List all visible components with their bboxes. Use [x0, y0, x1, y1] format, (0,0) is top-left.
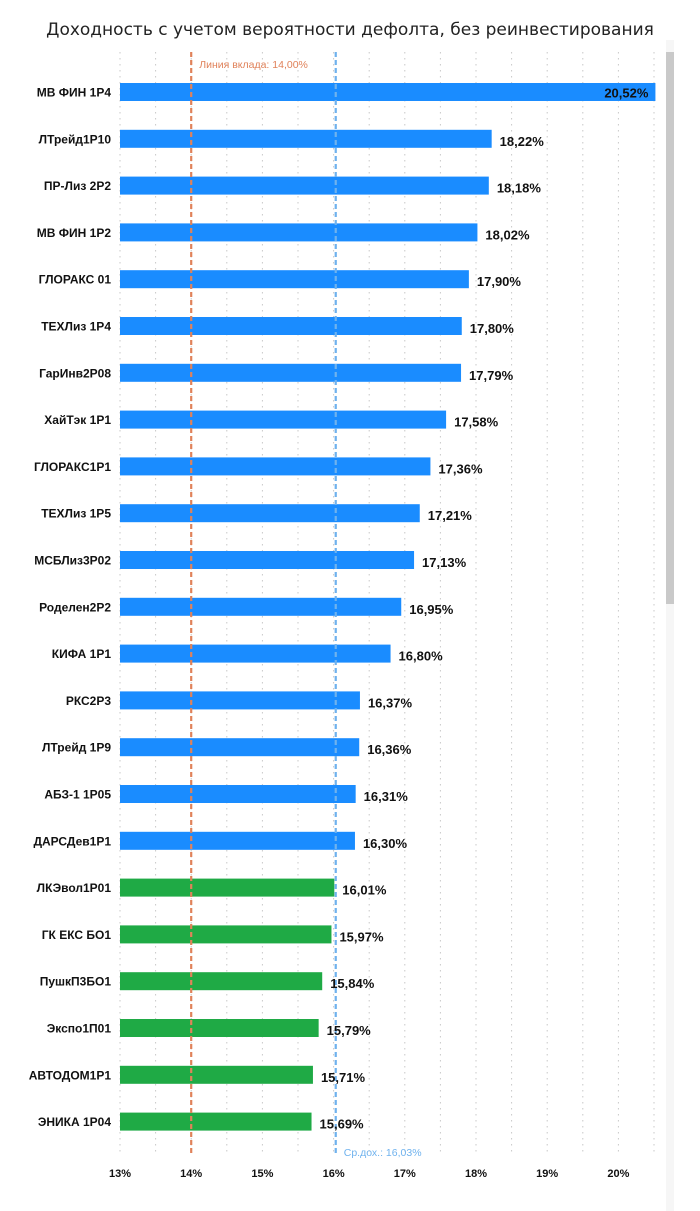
x-tick-label: 13%	[109, 1168, 131, 1180]
bar	[120, 551, 415, 569]
bar	[120, 644, 391, 663]
category-label: ПР-Лиз 2Р2	[44, 179, 111, 193]
category-label: ТЕХЛиз 1Р5	[41, 507, 111, 521]
category-label: МВ ФИН 1Р2	[37, 226, 112, 240]
category-label: ЭНИКА 1Р04	[38, 1115, 112, 1129]
bar	[120, 878, 335, 897]
x-tick-label: 20%	[607, 1168, 629, 1180]
scrollbar-thumb[interactable]	[666, 52, 674, 604]
value-label: 16,30%	[363, 836, 408, 851]
category-label: ПушкП3БО1	[40, 975, 112, 989]
x-tick-label: 17%	[394, 1168, 416, 1180]
value-label: 18,02%	[485, 227, 530, 242]
value-label: 15,97%	[339, 929, 384, 944]
value-label: 15,84%	[330, 976, 375, 991]
bar	[120, 831, 355, 850]
value-label: 18,22%	[500, 134, 545, 149]
scrollbar-track[interactable]	[666, 40, 674, 1211]
bar	[120, 1019, 319, 1037]
category-label: КИФА 1Р1	[52, 647, 112, 661]
bar	[120, 691, 360, 710]
bars	[120, 83, 656, 1131]
bar	[120, 972, 323, 991]
value-label: 17,21%	[428, 508, 473, 523]
category-label: АБЗ-1 1Р05	[44, 788, 111, 802]
value-label: 17,13%	[422, 555, 467, 570]
bar	[120, 785, 356, 803]
value-label: 18,18%	[497, 181, 542, 196]
bar	[120, 1065, 313, 1084]
bar	[120, 270, 469, 289]
bar	[120, 457, 431, 476]
value-label: 16,36%	[367, 742, 412, 757]
x-tick-label: 14%	[180, 1168, 202, 1180]
bar	[120, 1112, 312, 1131]
category-label: ХайТэк 1Р1	[44, 413, 111, 427]
bar	[120, 363, 462, 382]
value-label: 16,31%	[364, 789, 409, 804]
value-label: 16,37%	[368, 695, 413, 710]
bar	[120, 597, 402, 616]
category-label: Роделен2Р2	[39, 600, 111, 614]
value-label: 17,36%	[438, 461, 483, 476]
x-tick-label: 18%	[465, 1168, 487, 1180]
category-label: АВТОДОМ1Р1	[29, 1068, 112, 1082]
value-label: 15,69%	[320, 1117, 365, 1132]
value-label: 20,52%	[604, 86, 649, 101]
value-label: 16,80%	[399, 649, 444, 664]
grid-lines	[119, 52, 655, 1155]
bar	[120, 317, 462, 335]
category-label: РКС2Р3	[66, 694, 112, 708]
bar	[120, 83, 656, 101]
category-label: ЛКЭвол1Р01	[37, 881, 112, 895]
reference-lines: Линия вклада: 14,00% Ср.дох.: 16,03%	[190, 52, 422, 1159]
reference-line-label: Линия вклада: 14,00%	[199, 59, 308, 71]
x-tick-label: 19%	[536, 1168, 558, 1180]
category-label: МСБЛиз3Р02	[34, 554, 111, 568]
category-label: МВ ФИН 1Р4	[37, 86, 112, 100]
value-label: 17,58%	[454, 415, 499, 430]
category-label: ЛТрейд 1Р9	[42, 741, 111, 755]
value-label: 17,79%	[469, 368, 514, 383]
value-label: 15,71%	[321, 1070, 366, 1085]
chart-title: Доходность с учетом вероятности дефолта,…	[46, 20, 654, 40]
bar	[120, 176, 489, 195]
bar	[120, 129, 492, 148]
bar	[120, 223, 478, 242]
category-label: ГарИнв2Р08	[39, 366, 111, 380]
value-label: 16,01%	[342, 883, 387, 898]
value-label: 17,80%	[470, 321, 515, 336]
category-label: Экспо1П01	[47, 1022, 112, 1036]
category-label: ЛТрейд1Р10	[39, 132, 112, 146]
labels: МВ ФИН 1Р4 20,52% ЛТрейд1Р10 18,22% ПР-Лиз 2…	[29, 86, 649, 1181]
value-label: 15,79%	[327, 1023, 372, 1038]
category-label: ТЕХЛиз 1Р4	[41, 320, 111, 334]
bar	[120, 925, 332, 944]
bar	[120, 504, 420, 523]
value-label: 17,90%	[477, 274, 522, 289]
reference-line-label: Ср.дох.: 16,03%	[344, 1147, 422, 1159]
x-tick-label: 16%	[323, 1168, 345, 1180]
value-label: 16,95%	[409, 602, 454, 617]
category-label: ГЛОРАКС1Р1	[34, 460, 111, 474]
x-tick-label: 15%	[251, 1168, 273, 1180]
bar	[120, 738, 360, 757]
category-label: ГЛОРАКС 01	[39, 273, 112, 287]
category-label: ДАРСДев1Р1	[33, 834, 111, 848]
bar	[120, 410, 447, 429]
category-label: ГК ЕКС БО1	[42, 928, 112, 942]
